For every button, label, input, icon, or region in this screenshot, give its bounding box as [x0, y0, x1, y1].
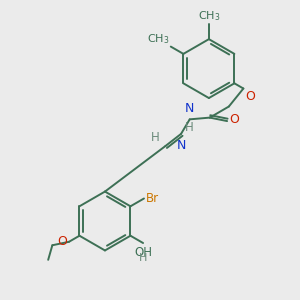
Text: N: N	[176, 139, 186, 152]
Text: H: H	[139, 253, 147, 263]
Text: N: N	[185, 102, 194, 115]
Text: H: H	[185, 121, 194, 134]
Text: CH$_3$: CH$_3$	[147, 32, 169, 46]
Text: O: O	[245, 90, 255, 103]
Text: H: H	[151, 131, 160, 144]
Text: O: O	[229, 113, 239, 126]
Text: O: O	[57, 235, 67, 248]
Text: Br: Br	[146, 192, 159, 205]
Text: OH: OH	[134, 247, 152, 260]
Text: CH$_3$: CH$_3$	[198, 9, 220, 22]
